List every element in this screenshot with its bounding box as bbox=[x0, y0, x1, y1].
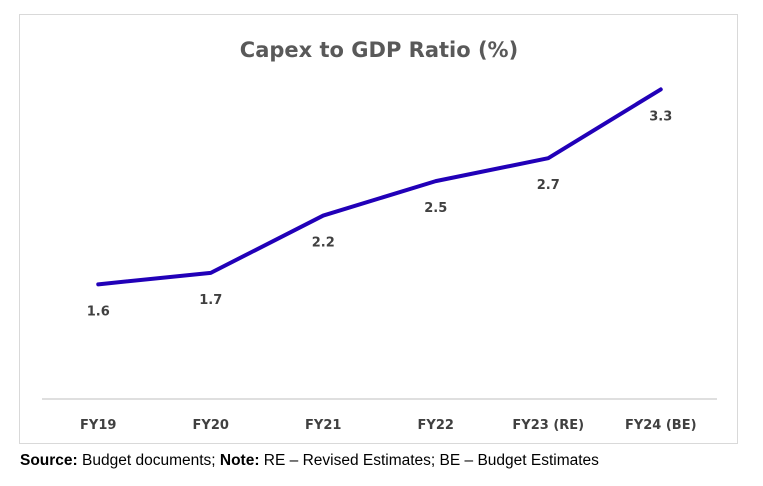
chart-frame: Capex to GDP Ratio (%) FY19 FY20 FY21 FY22 F… bbox=[19, 14, 738, 444]
note-text: RE – Revised Estimates; BE – Budget Esti… bbox=[259, 452, 599, 469]
x-tick-label: FY23 (RE) bbox=[512, 418, 584, 433]
data-label: 3.3 bbox=[649, 109, 672, 124]
line-chart: Capex to GDP Ratio (%) FY19 FY20 FY21 FY22 F… bbox=[42, 38, 717, 433]
note-label: Note: bbox=[219, 452, 260, 469]
source-text: Budget documents; bbox=[77, 452, 220, 469]
x-tick-label: FY19 bbox=[80, 418, 116, 433]
data-label: 2.7 bbox=[537, 178, 560, 193]
data-label: 1.6 bbox=[87, 304, 110, 319]
x-tick-labels: FY19 FY20 FY21 FY22 FY23 (RE) FY24 (BE) bbox=[80, 418, 696, 433]
x-tick-label: FY21 bbox=[305, 418, 341, 433]
data-label: 2.2 bbox=[312, 236, 335, 251]
source-label: Source: bbox=[20, 452, 78, 469]
x-tick-label: FY20 bbox=[193, 418, 229, 433]
source-note: Source: Budget documents; Note: RE – Rev… bbox=[20, 452, 599, 470]
x-tick-label: FY22 bbox=[418, 418, 454, 433]
data-label: 2.5 bbox=[424, 201, 447, 216]
data-labels: 1.6 1.7 2.2 2.5 2.7 3.3 bbox=[87, 109, 673, 319]
data-label: 1.7 bbox=[199, 293, 222, 308]
x-tick-label: FY24 (BE) bbox=[625, 418, 697, 433]
series-line bbox=[96, 87, 663, 287]
chart-title: Capex to GDP Ratio (%) bbox=[240, 38, 518, 62]
